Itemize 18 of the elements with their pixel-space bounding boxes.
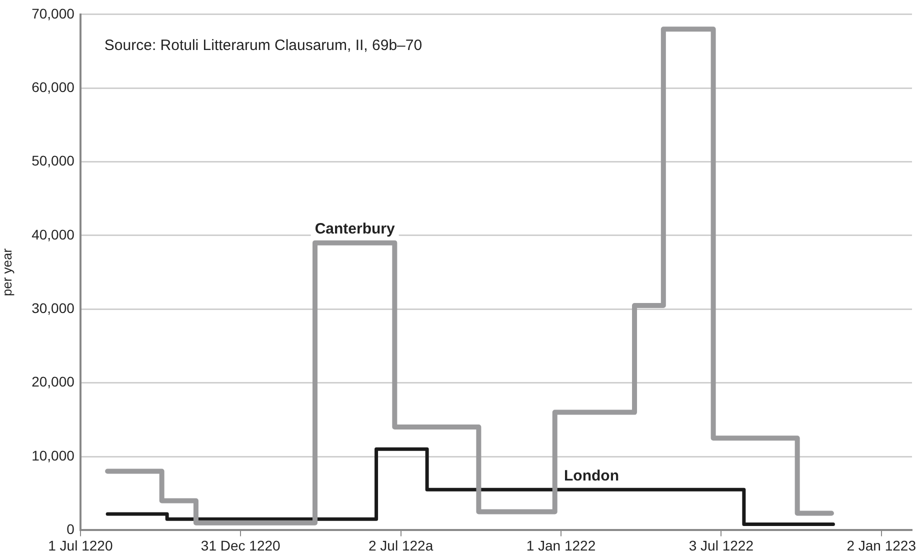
- y-tick-label: 10,000: [32, 447, 75, 464]
- x-tick-label: 3 Jul 1222: [688, 537, 754, 554]
- x-tick-label: 1 Jan 1222: [526, 537, 596, 554]
- y-tick-label: 70,000: [32, 5, 75, 22]
- x-tick-label: 2 Jul 122a: [368, 537, 434, 554]
- x-tick-label: 31 Dec 1220: [200, 537, 281, 554]
- y-axis-title: per year: [0, 248, 14, 296]
- x-tick-label: 1 Jul 1220: [48, 537, 113, 554]
- series-label: London: [564, 467, 619, 484]
- y-tick-label: 30,000: [32, 300, 75, 316]
- y-tick-label: 40,000: [32, 226, 75, 242]
- annotation: Source: Rotuli Litterarum Clausarum, II, 69b–70: [104, 37, 422, 54]
- y-tick-label: 0: [66, 521, 75, 538]
- y-tick-label: 60,000: [32, 78, 75, 95]
- y-tick-label: 50,000: [32, 152, 75, 169]
- y-tick-label: 20,000: [32, 374, 75, 390]
- series-label: Canterbury: [314, 220, 396, 238]
- x-tick-label: 2 Jan 1223: [846, 537, 916, 554]
